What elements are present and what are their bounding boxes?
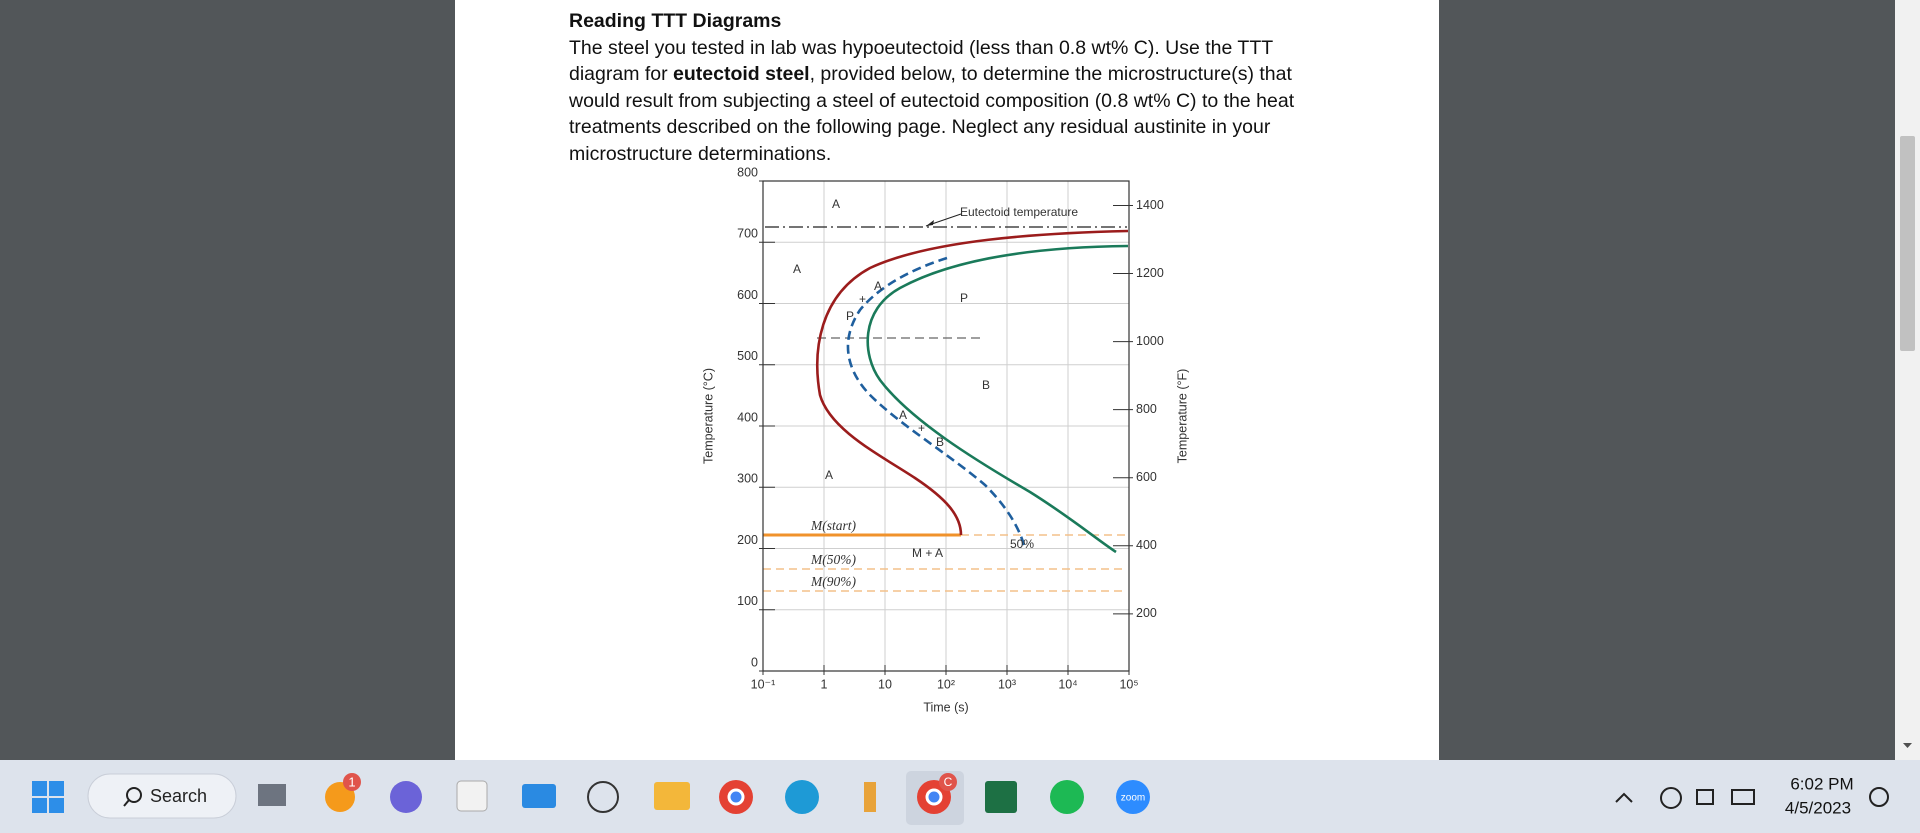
curve-label: B [936, 435, 944, 449]
paragraph-line: would result from subjecting a steel of … [569, 89, 1295, 112]
y2-axis-title: Temperature (°F) [1175, 369, 1189, 464]
fifty-percent-curve [846, 256, 1026, 546]
annotation: Eutectoid temperature [960, 205, 1078, 219]
curve-label: A [899, 408, 907, 422]
zoom-label: zoom [1121, 793, 1145, 804]
start-curve [816, 229, 1129, 536]
taskbar: Search 1 C zoom 6:02 PM 4/5/2023 [0, 760, 1920, 833]
notifications[interactable] [1869, 787, 1889, 807]
y-tick-label: 100 [737, 594, 758, 608]
y-tick-label: 600 [737, 288, 758, 302]
curve-label: P [846, 309, 854, 323]
paragraph-line: treatments described on the following pa… [569, 116, 1271, 139]
ttt-diagram: Eutectoid temperature A A P B A M(start)… [701, 165, 1189, 714]
mail-icon[interactable] [522, 784, 556, 808]
region-label: M(start) [810, 518, 857, 533]
volume-icon[interactable] [1696, 789, 1714, 805]
document-text: Reading TTT Diagrams The steel you teste… [569, 8, 1429, 168]
heading: Reading TTT Diagrams [569, 10, 782, 32]
y-tick-label: 400 [737, 410, 758, 424]
edge-icon[interactable] [785, 780, 819, 814]
grid [762, 180, 1130, 672]
badge-count: 1 [348, 774, 355, 789]
scrollbar-graphic [1900, 136, 1915, 748]
x-tick-label: 10⁴ [1058, 677, 1077, 691]
x-axis-title: Time (s) [923, 700, 968, 714]
region-label: B [982, 378, 990, 392]
search-box[interactable] [87, 773, 237, 819]
search-icon [123, 799, 130, 807]
y2-tick-label: 400 [1136, 538, 1157, 552]
y-tick-label: 500 [737, 349, 758, 363]
x-tick-label: 10² [937, 677, 955, 691]
region-label: 50% [1010, 537, 1034, 551]
y-tick-label: 800 [737, 165, 758, 179]
clock-time[interactable]: 6:02 PM [1790, 774, 1853, 793]
region-label: M(50%) [810, 552, 856, 567]
scroll-down[interactable] [1903, 743, 1912, 748]
y-axis-title: Temperature (°C) [701, 368, 715, 464]
region-label: A [825, 468, 833, 482]
java-icon[interactable] [864, 782, 876, 812]
paragraph-line: diagram for eutectoid steel, provided be… [569, 61, 1429, 88]
region-label: A [793, 262, 801, 276]
text: diagram for [569, 63, 674, 86]
battery-icon[interactable] [1731, 789, 1755, 805]
search-label[interactable]: Search [150, 786, 207, 806]
scroll-thumb[interactable] [1900, 136, 1915, 351]
excel-icon[interactable] [985, 781, 1017, 813]
y-tick-label: 700 [737, 227, 758, 241]
explorer-icon[interactable] [654, 782, 690, 810]
region-label: M(90%) [810, 574, 856, 589]
curve-label: + [918, 421, 925, 435]
x-tick-label: 10⁻¹ [751, 677, 776, 691]
x-tick-label: 10³ [998, 677, 1016, 691]
bold-text: eutectoid steel [673, 63, 810, 86]
task-view[interactable] [258, 784, 286, 806]
tray-chevron[interactable] [1615, 792, 1633, 803]
y2-tick-label: 800 [1136, 402, 1157, 416]
y2-tick-label: 1400 [1136, 198, 1164, 212]
search-icon [126, 787, 142, 803]
x-tick-label: 10⁵ [1119, 677, 1138, 691]
curve-label: + [859, 292, 866, 306]
paragraph-line: The steel you tested in lab was hypoeute… [569, 36, 1274, 59]
pdf-page: Reading TTT Diagrams The steel you teste… [455, 0, 1439, 760]
start-button[interactable] [32, 781, 64, 813]
paragraph-line: microstructure determinations. [569, 142, 832, 165]
spotify-icon[interactable] [1050, 780, 1084, 814]
y2-tick-label: 1000 [1136, 334, 1164, 348]
wifi-icon[interactable] [1660, 787, 1682, 809]
text: , provided below, to determine the micro… [809, 63, 1292, 86]
y2-tick-label: 600 [1136, 470, 1157, 484]
badge [939, 773, 957, 791]
zoom-icon[interactable] [1116, 780, 1150, 814]
finish-curve [866, 244, 1129, 554]
curve-label: A [874, 279, 882, 293]
x-tick-label: 10 [878, 677, 892, 691]
region-label: A [832, 197, 840, 211]
region-label: M + A [912, 546, 943, 560]
arrow-head [926, 220, 934, 226]
profile-badge: C [944, 775, 953, 789]
teams-icon[interactable] [390, 781, 422, 813]
y2-tick-label: 200 [1136, 606, 1157, 620]
scrollbar[interactable] [1895, 0, 1920, 760]
badge [343, 773, 361, 791]
x-tick-label: 1 [821, 677, 828, 691]
y-tick-label: 0 [751, 655, 758, 669]
store-icon[interactable] [456, 780, 488, 812]
y-tick-label: 200 [737, 533, 758, 547]
clock-date[interactable]: 4/5/2023 [1785, 798, 1851, 817]
y2-tick-label: 1200 [1136, 266, 1164, 280]
region-label: P [960, 291, 968, 305]
dell-icon[interactable] [587, 781, 619, 813]
y-tick-label: 300 [737, 472, 758, 486]
